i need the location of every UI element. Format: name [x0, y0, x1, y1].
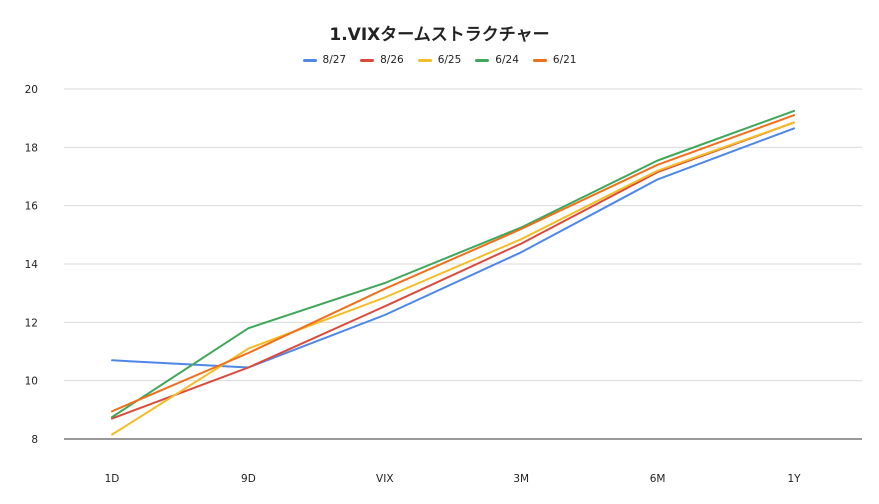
x-tick-label: 6M	[650, 473, 666, 485]
x-tick-label: 9D	[241, 473, 256, 485]
y-tick-label: 10	[25, 376, 38, 388]
series-line-4	[111, 114, 795, 413]
y-tick-label: 18	[25, 142, 38, 154]
x-tick-label: 1D	[105, 473, 120, 485]
y-tick-label: 14	[25, 259, 39, 271]
legend-label: 6/24	[495, 54, 519, 66]
series-lines	[111, 109, 795, 436]
x-axis-ticks: 1D 9D VIX 3M 6M 1Y	[105, 473, 802, 485]
series-line-3	[111, 109, 795, 419]
legend-label: 6/25	[437, 54, 462, 66]
legend-swatch	[417, 58, 432, 62]
legend-item: 8/27	[302, 54, 347, 66]
legend-item: 6/25	[417, 54, 462, 66]
y-tick-label: 12	[25, 317, 38, 329]
y-tick-label: 16	[25, 201, 39, 213]
legend-swatch	[475, 58, 490, 62]
x-tick-label: 3M	[513, 473, 529, 485]
x-tick-label: 1Y	[787, 473, 801, 485]
x-tick-label: VIX	[376, 473, 393, 485]
legend-swatch	[360, 58, 375, 62]
legend-item: 8/26	[360, 54, 404, 66]
legend-label: 8/27	[322, 54, 347, 66]
legend-swatch	[302, 58, 317, 62]
y-tick-label: 8	[31, 434, 38, 446]
chart-title: 1.VIXタームストラクチャー	[329, 25, 550, 45]
y-tick-label: 20	[25, 84, 38, 96]
legend-item: 6/24	[475, 54, 519, 66]
y-axis-ticks: 8 10 12 14 16 18 20	[25, 84, 39, 446]
legend-label: 6/21	[552, 54, 577, 66]
legend-label: 8/26	[380, 54, 404, 66]
series-line-0	[111, 127, 795, 369]
series-line-1	[111, 121, 795, 420]
chart-legend: 8/27 8/26 6/25 6/24 6/21	[0, 54, 879, 66]
legend-swatch	[532, 58, 547, 62]
series-line-2	[111, 121, 795, 436]
legend-item: 6/21	[532, 54, 577, 66]
